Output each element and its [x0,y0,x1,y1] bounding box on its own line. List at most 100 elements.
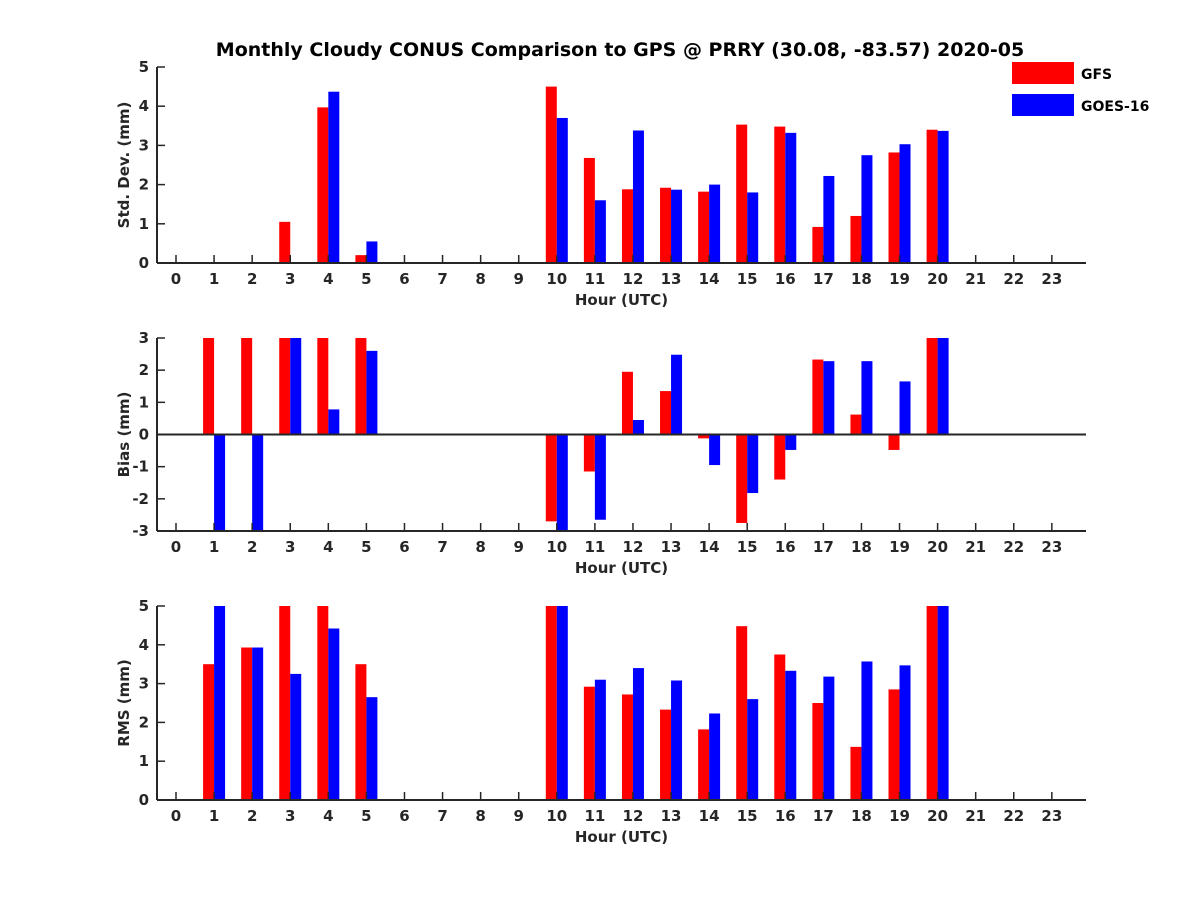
bar-rms-gfs-h20 [926,606,938,800]
y-tick-label: 1 [139,215,149,233]
x-tick-label: 3 [285,270,295,288]
x-tick-label: 3 [285,807,295,825]
x-tick-label: 16 [775,538,796,556]
bar-std-gfs-h15 [736,124,748,264]
bar-rms-goes16-h11 [594,679,606,800]
y-tick-label: 0 [139,254,149,272]
bar-bias-gfs-h12 [621,371,633,435]
bar-rms-gfs-h13 [660,709,672,800]
bar-std-gfs-h18 [850,215,862,263]
figure-title: Monthly Cloudy CONUS Comparison to GPS @… [216,39,1024,61]
bar-std-goes16-h19 [899,144,911,263]
x-tick-label: 10 [546,807,567,825]
bar-std-goes16-h10 [556,117,568,264]
x-tick-label: 0 [171,270,181,288]
bar-rms-goes16-h20 [937,606,949,800]
y-tick-label: 4 [139,636,149,654]
bar-rms-goes16-h10 [556,606,568,800]
x-tick-label: 11 [584,807,605,825]
bar-bias-goes16-h2 [252,434,264,531]
x-tick-label: 21 [965,807,986,825]
y-tick-label: 5 [139,58,149,76]
bar-rms-goes16-h18 [861,661,873,800]
y-tick-label: -1 [132,458,149,476]
x-tick-label: 10 [546,538,567,556]
bar-bias-goes16-h3 [290,338,302,435]
x-tick-label: 22 [1003,538,1024,556]
y-tick-label: 0 [139,426,149,444]
y-tick-label: 3 [139,136,149,154]
bar-bias-gfs-h3 [279,338,291,435]
bar-rms-gfs-h4 [317,606,329,800]
bar-std-gfs-h13 [660,187,672,263]
x-tick-label: 23 [1041,538,1062,556]
x-tick-label: 22 [1003,270,1024,288]
bar-bias-gfs-h16 [774,434,786,480]
bar-std-goes16-h12 [632,130,644,263]
y-axis-label: RMS (mm) [115,659,133,746]
x-tick-label: 5 [361,807,371,825]
legend: GFS GOES-16 [1012,62,1149,116]
bar-bias-goes16-h19 [899,381,911,435]
bar-std-gfs-h5 [355,255,367,263]
y-axis-label: Std. Dev. (mm) [115,102,133,229]
y-tick-label: 4 [139,97,149,115]
x-tick-label: 11 [584,538,605,556]
x-tick-label: 18 [851,538,872,556]
bar-bias-gfs-h1 [203,338,215,435]
x-tick-label: 2 [247,538,257,556]
y-tick-label: 2 [139,361,149,379]
x-axis-label: Hour (UTC) [575,559,668,577]
bar-std-goes16-h20 [937,130,949,263]
bar-bias-goes16-h15 [747,434,759,494]
bar-bias-gfs-h13 [660,391,672,435]
x-tick-label: 4 [323,538,333,556]
bar-bias-gfs-h2 [241,338,253,435]
bar-bias-goes16-h14 [709,434,721,466]
bar-bias-goes16-h5 [366,350,378,435]
y-tick-label: 1 [139,752,149,770]
legend-label-gfs: GFS [1081,67,1112,83]
bar-bias-gfs-h11 [583,434,595,472]
x-tick-label: 12 [623,807,644,825]
x-tick-label: 17 [813,270,834,288]
x-tick-label: 22 [1003,807,1024,825]
bar-bias-goes16-h10 [556,434,568,531]
x-tick-label: 1 [209,270,219,288]
x-tick-label: 20 [927,807,948,825]
bar-bias-gfs-h14 [698,434,710,439]
y-tick-label: 2 [139,713,149,731]
bar-rms-gfs-h5 [355,664,367,800]
bar-bias-goes16-h4 [328,409,340,435]
x-tick-label: 2 [247,807,257,825]
bar-rms-gfs-h11 [583,686,595,800]
x-tick-label: 20 [927,538,948,556]
bar-bias-gfs-h4 [317,338,329,435]
bar-std-gfs-h3 [279,221,291,263]
x-tick-label: 6 [399,807,409,825]
x-tick-label: 9 [514,538,524,556]
bar-rms-goes16-h15 [747,699,759,800]
rms-panel: 0 1 2 3 4 5 6 7 8 9 10 11 12 13 14 15 16 17 18 19 20 21 22 2301… [115,597,1086,846]
bar-bias-gfs-h20 [926,338,938,435]
x-tick-label: 5 [361,538,371,556]
x-tick-label: 16 [775,807,796,825]
x-tick-label: 17 [813,538,834,556]
bar-std-goes16-h5 [366,241,378,263]
bar-std-gfs-h10 [545,86,557,263]
y-tick-label: 5 [139,597,149,615]
bar-std-gfs-h4 [317,107,329,263]
bar-rms-goes16-h3 [290,673,302,800]
y-tick-label: 1 [139,393,149,411]
bar-bias-goes16-h1 [214,434,226,531]
bar-std-gfs-h17 [812,226,824,263]
bar-rms-gfs-h2 [241,647,253,800]
bar-bias-goes16-h13 [671,354,683,435]
bar-std-goes16-h16 [785,132,797,263]
bar-rms-goes16-h4 [328,628,340,800]
x-tick-label: 19 [889,807,910,825]
x-tick-label: 15 [737,538,758,556]
x-tick-label: 1 [209,538,219,556]
x-tick-label: 12 [623,270,644,288]
